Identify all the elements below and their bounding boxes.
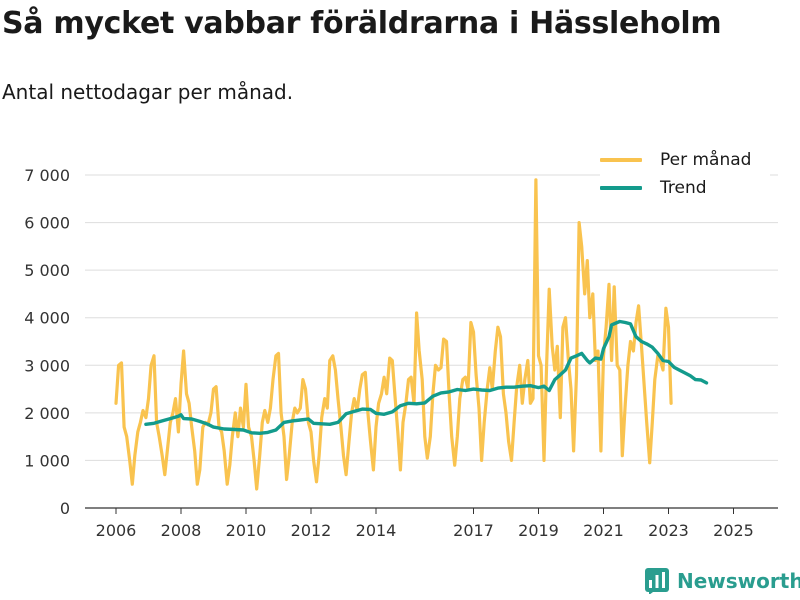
legend-label-trend: Trend — [660, 178, 707, 198]
chart-title: Så mycket vabbar föräldrarna i Hässlehol… — [2, 6, 722, 41]
x-tick-label: 2023 — [648, 521, 689, 540]
newsworthy-logo[interactable]: Newsworthy — [645, 568, 800, 594]
y-tick-label: 6 000 — [24, 214, 70, 233]
legend-swatch-trend — [600, 186, 642, 190]
legend-label-monthly: Per månad — [660, 150, 752, 170]
series-line-trend — [144, 319, 709, 435]
y-tick-label: 1 000 — [24, 451, 70, 470]
brand-name: Newsworthy — [677, 569, 800, 593]
x-tick-label: 2025 — [713, 521, 754, 540]
y-tick-label: 3 000 — [24, 356, 70, 375]
x-tick-label: 2008 — [161, 521, 202, 540]
series-line-per-manad — [114, 178, 673, 491]
legend-item-monthly[interactable]: Per månad — [600, 146, 770, 174]
axes: 0 1 000 2 000 3 000 4 000 5 000 6 000 7 000 2006… — [24, 166, 778, 540]
bar-chart-icon — [645, 568, 669, 594]
x-tick-label: 2017 — [453, 521, 494, 540]
x-tick-label: 2014 — [356, 521, 397, 540]
x-tick-label: 2019 — [518, 521, 559, 540]
chart-subtitle: Antal nettodagar per månad. — [2, 80, 294, 104]
series — [114, 178, 709, 491]
x-tick-label: 2021 — [583, 521, 624, 540]
x-tick-label: 2012 — [291, 521, 332, 540]
y-tick-label: 7 000 — [24, 166, 70, 185]
legend-item-trend[interactable]: Trend — [600, 174, 770, 202]
legend: Per månad Trend — [600, 146, 770, 202]
legend-swatch-monthly — [600, 158, 642, 162]
y-tick-label: 2 000 — [24, 404, 70, 423]
y-tick-label: 5 000 — [24, 261, 70, 280]
x-tick-label: 2006 — [96, 521, 137, 540]
y-tick-label: 4 000 — [24, 309, 70, 328]
y-tick-label: 0 — [60, 499, 70, 518]
x-tick-label: 2010 — [226, 521, 267, 540]
